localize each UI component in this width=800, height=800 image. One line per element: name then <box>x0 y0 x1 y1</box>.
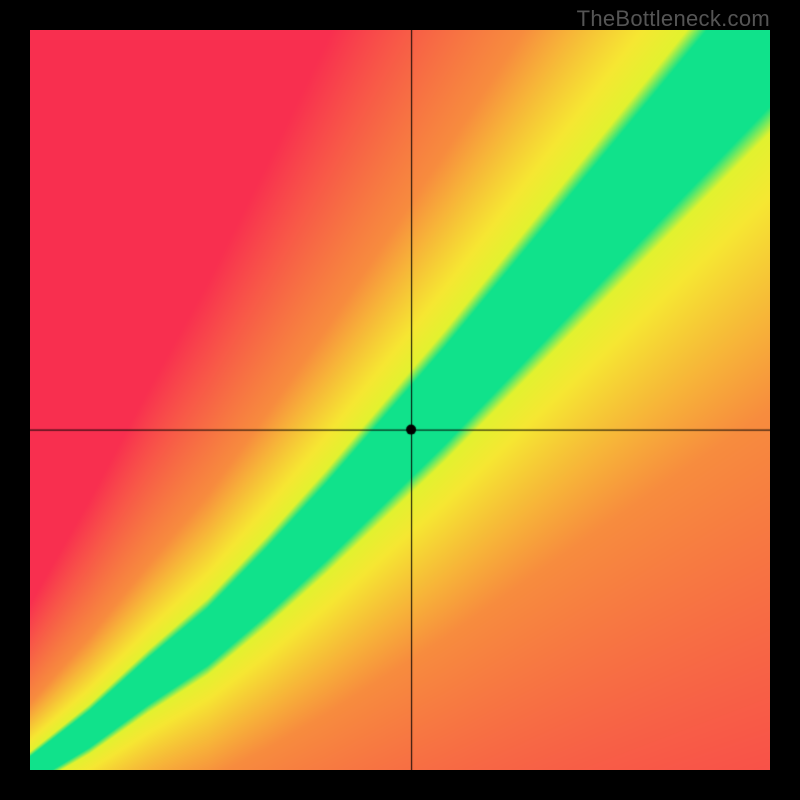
heatmap-canvas <box>30 30 770 770</box>
watermark-text: TheBottleneck.com <box>577 6 770 32</box>
heatmap-plot <box>30 30 770 770</box>
